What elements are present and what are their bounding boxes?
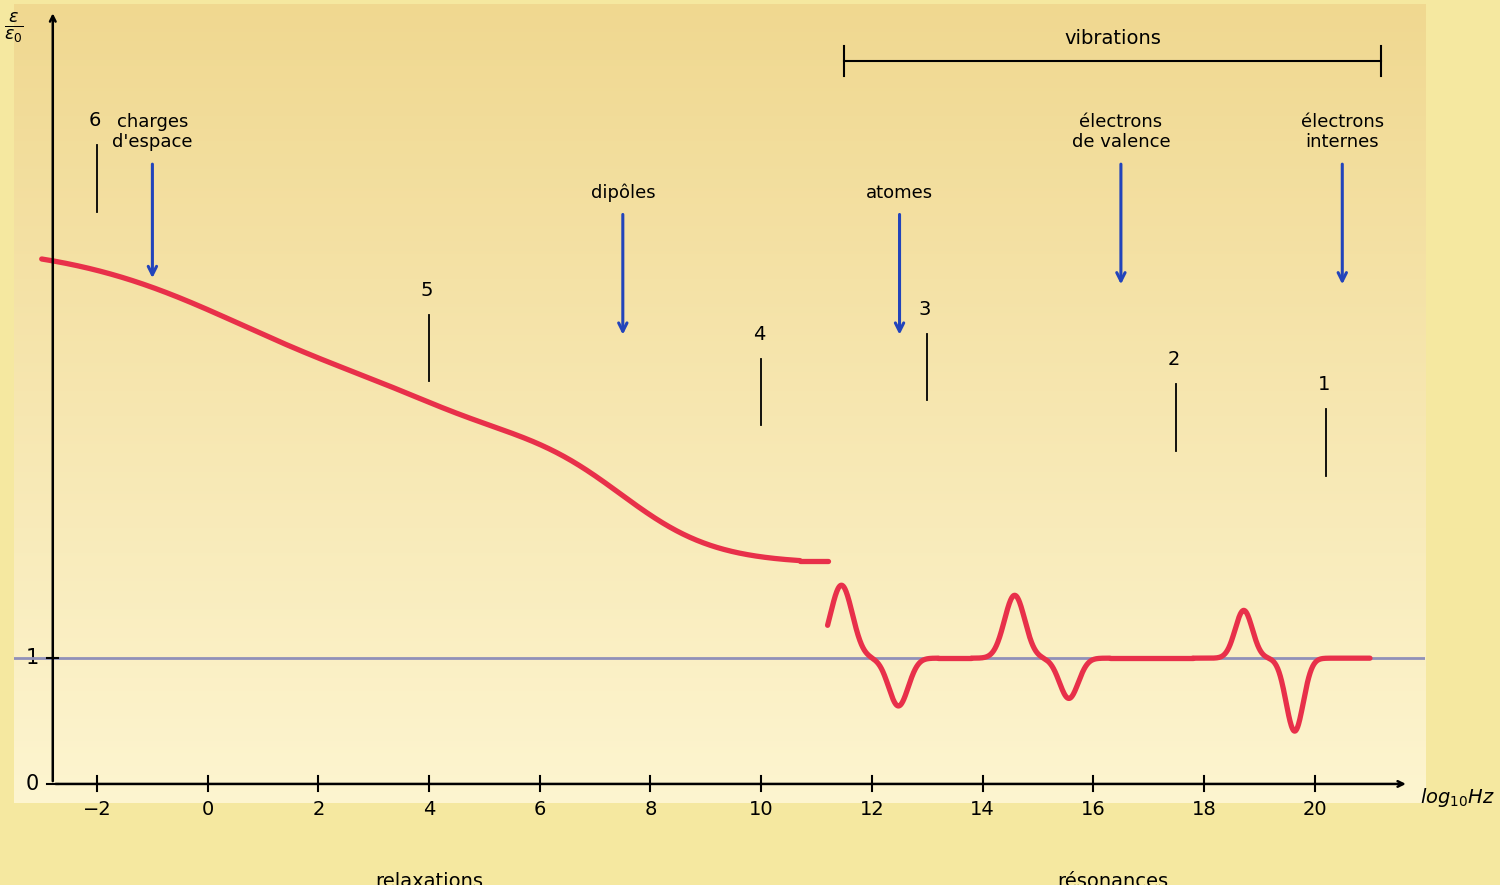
Text: 4: 4 xyxy=(753,325,765,343)
Text: relaxations: relaxations xyxy=(375,872,483,885)
Text: 1: 1 xyxy=(26,648,39,668)
Text: 20: 20 xyxy=(1302,800,1328,820)
Text: vibrations: vibrations xyxy=(1064,29,1161,48)
Text: dipôles: dipôles xyxy=(591,183,656,202)
Text: −2: −2 xyxy=(82,800,111,820)
Text: 4: 4 xyxy=(423,800,435,820)
Text: 3: 3 xyxy=(920,300,932,319)
Text: 6: 6 xyxy=(534,800,546,820)
Text: 14: 14 xyxy=(970,800,994,820)
Text: atomes: atomes xyxy=(865,183,933,202)
Text: 12: 12 xyxy=(859,800,883,820)
Text: 2: 2 xyxy=(1168,350,1180,369)
Text: 0: 0 xyxy=(201,800,214,820)
Text: log$_{10}$Hz: log$_{10}$Hz xyxy=(1420,787,1496,810)
Text: 10: 10 xyxy=(748,800,774,820)
Text: charges
d'espace: charges d'espace xyxy=(112,112,192,151)
Text: 1: 1 xyxy=(1317,375,1330,394)
Text: électrons
de valence: électrons de valence xyxy=(1071,112,1170,151)
Text: $\frac{\varepsilon}{\varepsilon_0}$: $\frac{\varepsilon}{\varepsilon_0}$ xyxy=(4,11,24,45)
Text: 8: 8 xyxy=(645,800,657,820)
Text: résonances: résonances xyxy=(1058,872,1168,885)
Text: 16: 16 xyxy=(1082,800,1106,820)
Text: 18: 18 xyxy=(1191,800,1216,820)
Text: 6: 6 xyxy=(88,111,101,130)
Text: 5: 5 xyxy=(422,281,434,300)
Text: électrons
internes: électrons internes xyxy=(1300,112,1384,151)
Text: 2: 2 xyxy=(312,800,324,820)
Text: 0: 0 xyxy=(26,774,39,794)
